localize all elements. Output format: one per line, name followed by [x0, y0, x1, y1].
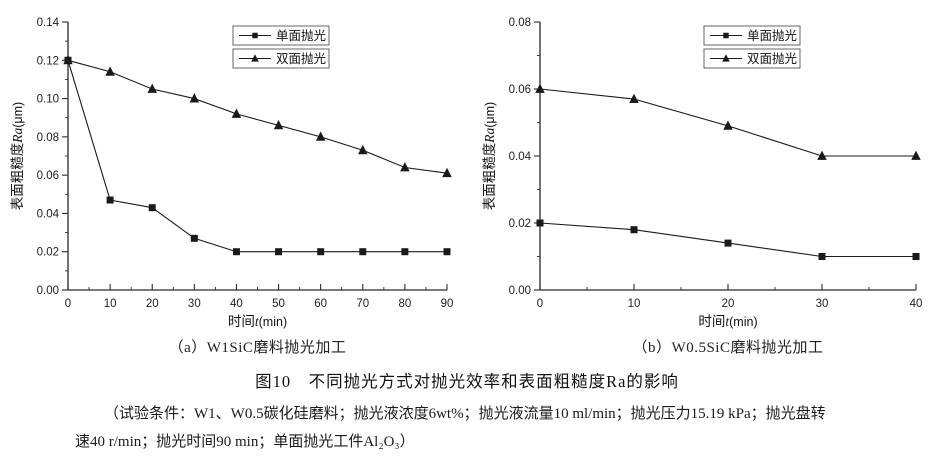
svg-text:40: 40	[910, 298, 923, 310]
svg-text:10: 10	[628, 298, 641, 310]
svg-text:20: 20	[722, 298, 735, 310]
svg-text:0.06: 0.06	[37, 170, 59, 182]
svg-text:时间t(min): 时间t(min)	[228, 314, 287, 329]
svg-text:30: 30	[816, 298, 829, 310]
svg-text:90: 90	[441, 298, 454, 310]
svg-text:单面抛光: 单面抛光	[276, 28, 326, 43]
svg-text:0.10: 0.10	[37, 94, 59, 106]
svg-text:0.02: 0.02	[509, 218, 531, 230]
svg-text:双面抛光: 双面抛光	[276, 51, 326, 66]
svg-text:80: 80	[398, 298, 411, 310]
svg-text:10: 10	[104, 298, 117, 310]
svg-text:0.04: 0.04	[509, 151, 532, 163]
svg-text:30: 30	[188, 298, 201, 310]
subcaption-b: （b）W0.5SiC磨料抛光加工	[632, 340, 824, 356]
svg-text:0.06: 0.06	[509, 84, 531, 96]
svg-text:0: 0	[65, 298, 71, 310]
svg-text:时间t(min): 时间t(min)	[698, 314, 757, 329]
svg-text:0.00: 0.00	[509, 285, 531, 297]
svg-text:50: 50	[272, 298, 285, 310]
figure-conditions: （试验条件：W1、W0.5碳化硅磨料；抛光液浓度6wt%；抛光液流量10 ml/…	[75, 400, 875, 456]
conditions-line-2: 速40 r/min；抛光时间90 min；单面抛光工件Al₂O₃）	[75, 434, 415, 450]
svg-text:60: 60	[314, 298, 327, 310]
svg-text:0.08: 0.08	[37, 132, 59, 144]
svg-text:表面粗糙度Ra(μm): 表面粗糙度Ra(μm)	[482, 102, 497, 210]
chart-a-plot: 0.00 0.02 0.04 0.06 0.08 0.10 0.12 0.14 0 10 20 30 4…	[10, 17, 454, 329]
svg-text:0.14: 0.14	[37, 17, 60, 29]
svg-text:0: 0	[537, 298, 543, 310]
svg-text:0.00: 0.00	[37, 285, 59, 297]
svg-text:0.12: 0.12	[37, 55, 59, 67]
conditions-line-1: （试验条件：W1、W0.5碳化硅磨料；抛光液浓度6wt%；抛光液流量10 ml/…	[104, 406, 826, 422]
svg-text:单面抛光: 单面抛光	[747, 28, 797, 43]
svg-text:表面粗糙度Ra(μm): 表面粗糙度Ra(μm)	[10, 102, 25, 210]
subcaption-a: （a）W1SiC磨料抛光加工	[168, 340, 347, 356]
svg-text:20: 20	[146, 298, 159, 310]
figure-caption: 图10 不同抛光方式对抛光效率和表面粗糙度Ra的影响	[255, 372, 679, 391]
chart-b-plot: 0.00 0.02 0.04 0.06 0.08 0 10 20 30 40 时间t(min) 表面粗…	[482, 17, 923, 329]
svg-text:70: 70	[356, 298, 369, 310]
svg-text:0.02: 0.02	[37, 247, 59, 259]
svg-text:40: 40	[230, 298, 243, 310]
svg-text:0.04: 0.04	[37, 208, 60, 220]
svg-text:双面抛光: 双面抛光	[747, 51, 797, 66]
svg-text:0.08: 0.08	[509, 17, 531, 29]
